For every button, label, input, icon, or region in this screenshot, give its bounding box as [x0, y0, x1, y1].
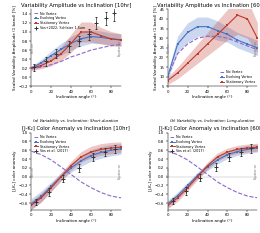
Text: Pole-on: Pole-on [31, 42, 35, 53]
Legend: No Vortex, Evolving Vortex, Stationary Vortex: No Vortex, Evolving Vortex, Stationary V… [219, 70, 256, 85]
X-axis label: Inclination angle (°): Inclination angle (°) [192, 95, 233, 99]
X-axis label: Inclination angle (°): Inclination angle (°) [56, 95, 96, 99]
Text: Equator-on: Equator-on [118, 163, 121, 179]
Title: [J-K₂] Color Anomaly vs Inclination [10hr]: [J-K₂] Color Anomaly vs Inclination [10h… [22, 126, 130, 131]
Legend: No Vortex, Evolving Vortex, Stationary Vortex, Vos et al. (2017): No Vortex, Evolving Vortex, Stationary V… [169, 134, 206, 154]
Text: Equator-on: Equator-on [118, 40, 121, 56]
Y-axis label: Scaled Variability Amplitude (1 band) [%]: Scaled Variability Amplitude (1 band) [%… [154, 5, 158, 90]
Text: Equator-on: Equator-on [254, 163, 258, 179]
Text: (a) Variability vs. Inclination: Short-duration: (a) Variability vs. Inclination: Short-d… [33, 119, 119, 123]
Legend: No Vortex, Evolving Vortex, Stationary Vortex, Vos+2022, Schlater 1.5um: No Vortex, Evolving Vortex, Stationary V… [33, 11, 86, 31]
Title: Variability Amplitude vs Inclination [60hr]: Variability Amplitude vs Inclination [60… [157, 3, 260, 7]
Legend: No Vortex, Evolving Vortex, Stationary Vortex, Vos et al. (2017): No Vortex, Evolving Vortex, Stationary V… [33, 134, 70, 154]
Y-axis label: Scaled Variability Amplitude (1 band) [%]: Scaled Variability Amplitude (1 band) [%… [13, 5, 17, 90]
Y-axis label: [J-K₂] color anomaly: [J-K₂] color anomaly [149, 151, 153, 192]
Text: Pole-on: Pole-on [167, 166, 171, 177]
Text: Equator-on: Equator-on [254, 40, 258, 56]
Title: Variability Amplitude vs Inclination [10hr]: Variability Amplitude vs Inclination [10… [21, 3, 131, 7]
Text: Pole-on: Pole-on [167, 42, 171, 53]
Text: Pole-on: Pole-on [31, 166, 35, 177]
X-axis label: Inclination angle (°): Inclination angle (°) [192, 219, 233, 223]
Text: (b) Variability vs. Inclination: Long-duration: (b) Variability vs. Inclination: Long-du… [170, 119, 255, 123]
Y-axis label: [J-K₂] color anomaly: [J-K₂] color anomaly [13, 151, 17, 192]
X-axis label: Inclination angle (°): Inclination angle (°) [56, 219, 96, 223]
Title: [J-K₂] Color Anomaly vs Inclination [60hr]: [J-K₂] Color Anomaly vs Inclination [60h… [159, 126, 260, 131]
